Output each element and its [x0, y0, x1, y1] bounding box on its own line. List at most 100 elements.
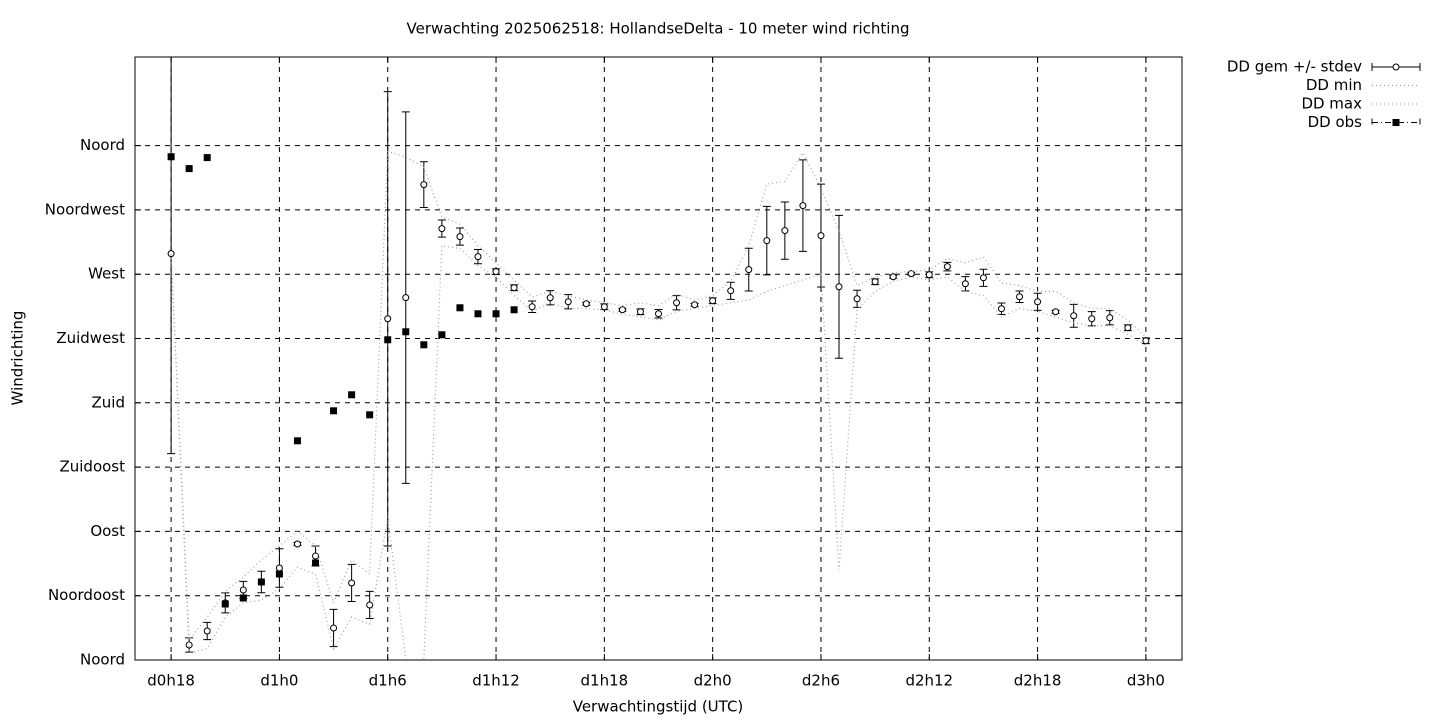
- data-point: [293, 540, 301, 548]
- data-point: [943, 263, 951, 271]
- data-point: [366, 411, 374, 419]
- data-point: [203, 154, 211, 162]
- data-point: [348, 579, 356, 587]
- data-point: [1124, 324, 1132, 332]
- y-tick-label: Noord: [80, 136, 125, 154]
- legend-swatch: [1392, 63, 1400, 71]
- x-tick-label: d0h18: [147, 672, 195, 690]
- data-point: [799, 202, 807, 210]
- legend-swatch: [1392, 119, 1400, 126]
- data-point: [275, 570, 283, 578]
- plot-frame: [134, 56, 1183, 661]
- data-point: [312, 552, 320, 560]
- data-point: [907, 270, 915, 278]
- y-axis-label: Windrichting: [9, 311, 27, 406]
- data-point: [474, 253, 482, 261]
- x-tick-label: d2h18: [1014, 672, 1062, 690]
- data-point: [402, 294, 410, 302]
- data-point: [961, 280, 969, 288]
- y-tick-label: Noord: [80, 651, 125, 669]
- data-point: [510, 284, 518, 292]
- legend-label: DD gem +/- stdev: [1227, 58, 1362, 76]
- y-tick-label: West: [88, 265, 125, 283]
- x-tick-label: d2h12: [905, 672, 953, 690]
- y-tick-label: Noordwest: [45, 200, 125, 218]
- data-point: [817, 232, 825, 240]
- x-axis-label: Verwachtingstijd (UTC): [573, 698, 744, 716]
- data-point: [348, 391, 356, 399]
- data-point: [167, 153, 175, 161]
- data-point: [384, 336, 392, 344]
- data-point: [167, 250, 175, 258]
- data-point: [600, 303, 608, 311]
- y-tick-label: Oost: [90, 522, 125, 540]
- data-point: [438, 331, 446, 339]
- data-point: [492, 310, 500, 318]
- data-point: [636, 308, 644, 316]
- data-point: [257, 578, 265, 586]
- data-point: [673, 299, 681, 307]
- data-point: [528, 303, 536, 311]
- data-point: [582, 300, 590, 308]
- data-point: [1070, 312, 1078, 320]
- line: [170, 150, 1147, 642]
- x-tick-label: d1h6: [369, 672, 407, 690]
- data-point: [997, 305, 1005, 313]
- data-point: [781, 227, 789, 235]
- data-point: [745, 266, 753, 274]
- data-point: [366, 601, 374, 609]
- data-point: [709, 297, 717, 305]
- data-point: [1088, 315, 1096, 323]
- x-tick-label: d2h0: [694, 672, 732, 690]
- data-point: [330, 624, 338, 632]
- y-tick-label: Zuidwest: [56, 329, 125, 347]
- line: [170, 244, 1147, 660]
- data-point: [239, 586, 247, 594]
- y-tick-label: Zuid: [92, 393, 125, 411]
- y-tick-label: Noordoost: [48, 586, 125, 604]
- chart-title: Verwachting 2025062518: HollandseDelta -…: [407, 20, 910, 38]
- data-point: [1016, 293, 1024, 301]
- plot-area: [167, 57, 1150, 660]
- data-point: [1106, 314, 1114, 322]
- data-point: [456, 233, 464, 241]
- data-point: [185, 641, 193, 649]
- data-point: [438, 225, 446, 233]
- data-point: [763, 237, 771, 245]
- data-point: [655, 310, 662, 318]
- legend-label: DD max: [1301, 95, 1362, 113]
- data-point: [691, 301, 699, 309]
- data-point: [221, 600, 229, 608]
- data-point: [618, 306, 626, 314]
- y-tick-label: Zuidoost: [59, 458, 125, 476]
- x-tick-label: d2h6: [802, 672, 840, 690]
- data-point: [871, 278, 879, 286]
- data-point: [979, 274, 987, 282]
- data-point: [1034, 298, 1042, 306]
- data-point: [1142, 337, 1150, 345]
- legend-label: DD obs: [1308, 113, 1363, 131]
- data-point: [925, 271, 933, 279]
- data-point: [835, 283, 843, 291]
- data-point: [1052, 308, 1060, 316]
- legend-swatch: [1371, 118, 1421, 127]
- data-point: [564, 298, 572, 306]
- data-point: [402, 328, 410, 336]
- data-point: [510, 306, 518, 314]
- x-tick-label: d1h12: [472, 672, 520, 690]
- data-point: [420, 341, 428, 349]
- data-point: [185, 165, 193, 173]
- data-point: [492, 268, 500, 276]
- legend-label: DD min: [1306, 76, 1362, 94]
- x-tick-label: d1h0: [260, 672, 298, 690]
- x-tick-label: d1h18: [581, 672, 629, 690]
- data-point: [293, 437, 301, 445]
- data-point: [239, 594, 247, 602]
- data-point: [727, 287, 735, 295]
- data-point: [420, 181, 428, 189]
- data-point: [456, 304, 464, 312]
- x-tick-label: d3h0: [1127, 672, 1165, 690]
- data-point: [312, 559, 320, 567]
